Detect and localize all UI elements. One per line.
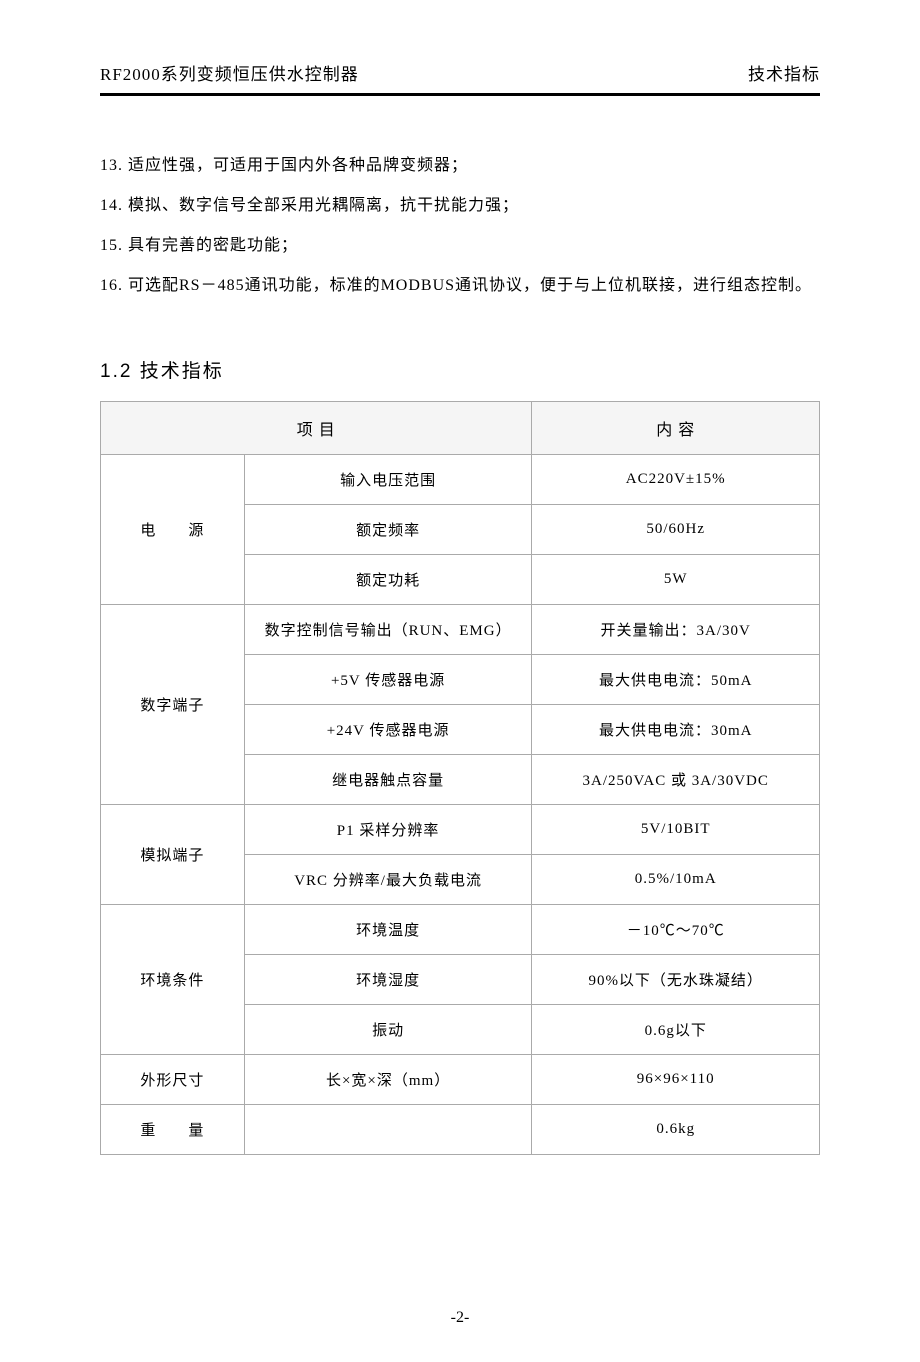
- spec-table: 项 目 内 容 电 源 输入电压范围 AC220V±15% 额定频率 50/60…: [100, 401, 820, 1155]
- header-content: 内 容: [532, 402, 820, 455]
- table-row: 外形尺寸 长×宽×深（mm） 96×96×110: [101, 1055, 820, 1105]
- value: 0.6kg: [532, 1105, 820, 1155]
- table-row: 数字端子 数字控制信号输出（RUN、EMG） 开关量输出：3A/30V: [101, 605, 820, 655]
- category-env: 环境条件: [101, 905, 245, 1055]
- header-section: 技术指标: [748, 60, 820, 85]
- table-row: 模拟端子 P1 采样分辨率 5V/10BIT: [101, 805, 820, 855]
- value: 0.5%/10mA: [532, 855, 820, 905]
- value: 90%以下（无水珠凝结）: [532, 955, 820, 1005]
- table-row: 电 源 输入电压范围 AC220V±15%: [101, 455, 820, 505]
- header-item: 项 目: [101, 402, 532, 455]
- table-row: 环境条件 环境温度 －10℃～70℃: [101, 905, 820, 955]
- list-item-13: 13. 适应性强，可适用于国内外各种品牌变频器；: [100, 146, 820, 186]
- feature-list: 13. 适应性强，可适用于国内外各种品牌变频器； 14. 模拟、数字信号全部采用…: [100, 146, 820, 306]
- page-header: RF2000系列变频恒压供水控制器 技术指标: [100, 60, 820, 96]
- value: 0.6g以下: [532, 1005, 820, 1055]
- value: 96×96×110: [532, 1055, 820, 1105]
- value: 5V/10BIT: [532, 805, 820, 855]
- table-row: 重 量 0.6kg: [101, 1105, 820, 1155]
- param: 长×宽×深（mm）: [244, 1055, 532, 1105]
- section-title: 1.2 技术指标: [100, 356, 820, 383]
- param: +24V 传感器电源: [244, 705, 532, 755]
- list-item-14: 14. 模拟、数字信号全部采用光耦隔离，抗干扰能力强；: [100, 186, 820, 226]
- value: －10℃～70℃: [532, 905, 820, 955]
- param: +5V 传感器电源: [244, 655, 532, 705]
- category-weight: 重 量: [101, 1105, 245, 1155]
- category-size: 外形尺寸: [101, 1055, 245, 1105]
- param: 振动: [244, 1005, 532, 1055]
- value: AC220V±15%: [532, 455, 820, 505]
- category-analog: 模拟端子: [101, 805, 245, 905]
- param: 继电器触点容量: [244, 755, 532, 805]
- value: 最大供电电流：30mA: [532, 705, 820, 755]
- list-item-16: 16. 可选配RS－485通讯功能，标准的MODBUS通讯协议，便于与上位机联接…: [100, 266, 820, 306]
- category-digital: 数字端子: [101, 605, 245, 805]
- param: VRC 分辨率/最大负载电流: [244, 855, 532, 905]
- value: 最大供电电流：50mA: [532, 655, 820, 705]
- list-item-15: 15. 具有完善的密匙功能；: [100, 226, 820, 266]
- param: 额定功耗: [244, 555, 532, 605]
- param: [244, 1105, 532, 1155]
- param: 额定频率: [244, 505, 532, 555]
- value: 3A/250VAC 或 3A/30VDC: [532, 755, 820, 805]
- param: 输入电压范围: [244, 455, 532, 505]
- category-power: 电 源: [101, 455, 245, 605]
- param: P1 采样分辨率: [244, 805, 532, 855]
- page-number: -2-: [451, 1309, 470, 1327]
- param: 环境湿度: [244, 955, 532, 1005]
- table-header-row: 项 目 内 容: [101, 402, 820, 455]
- header-title: RF2000系列变频恒压供水控制器: [100, 60, 359, 85]
- value: 50/60Hz: [532, 505, 820, 555]
- value: 5W: [532, 555, 820, 605]
- param: 数字控制信号输出（RUN、EMG）: [244, 605, 532, 655]
- param: 环境温度: [244, 905, 532, 955]
- value: 开关量输出：3A/30V: [532, 605, 820, 655]
